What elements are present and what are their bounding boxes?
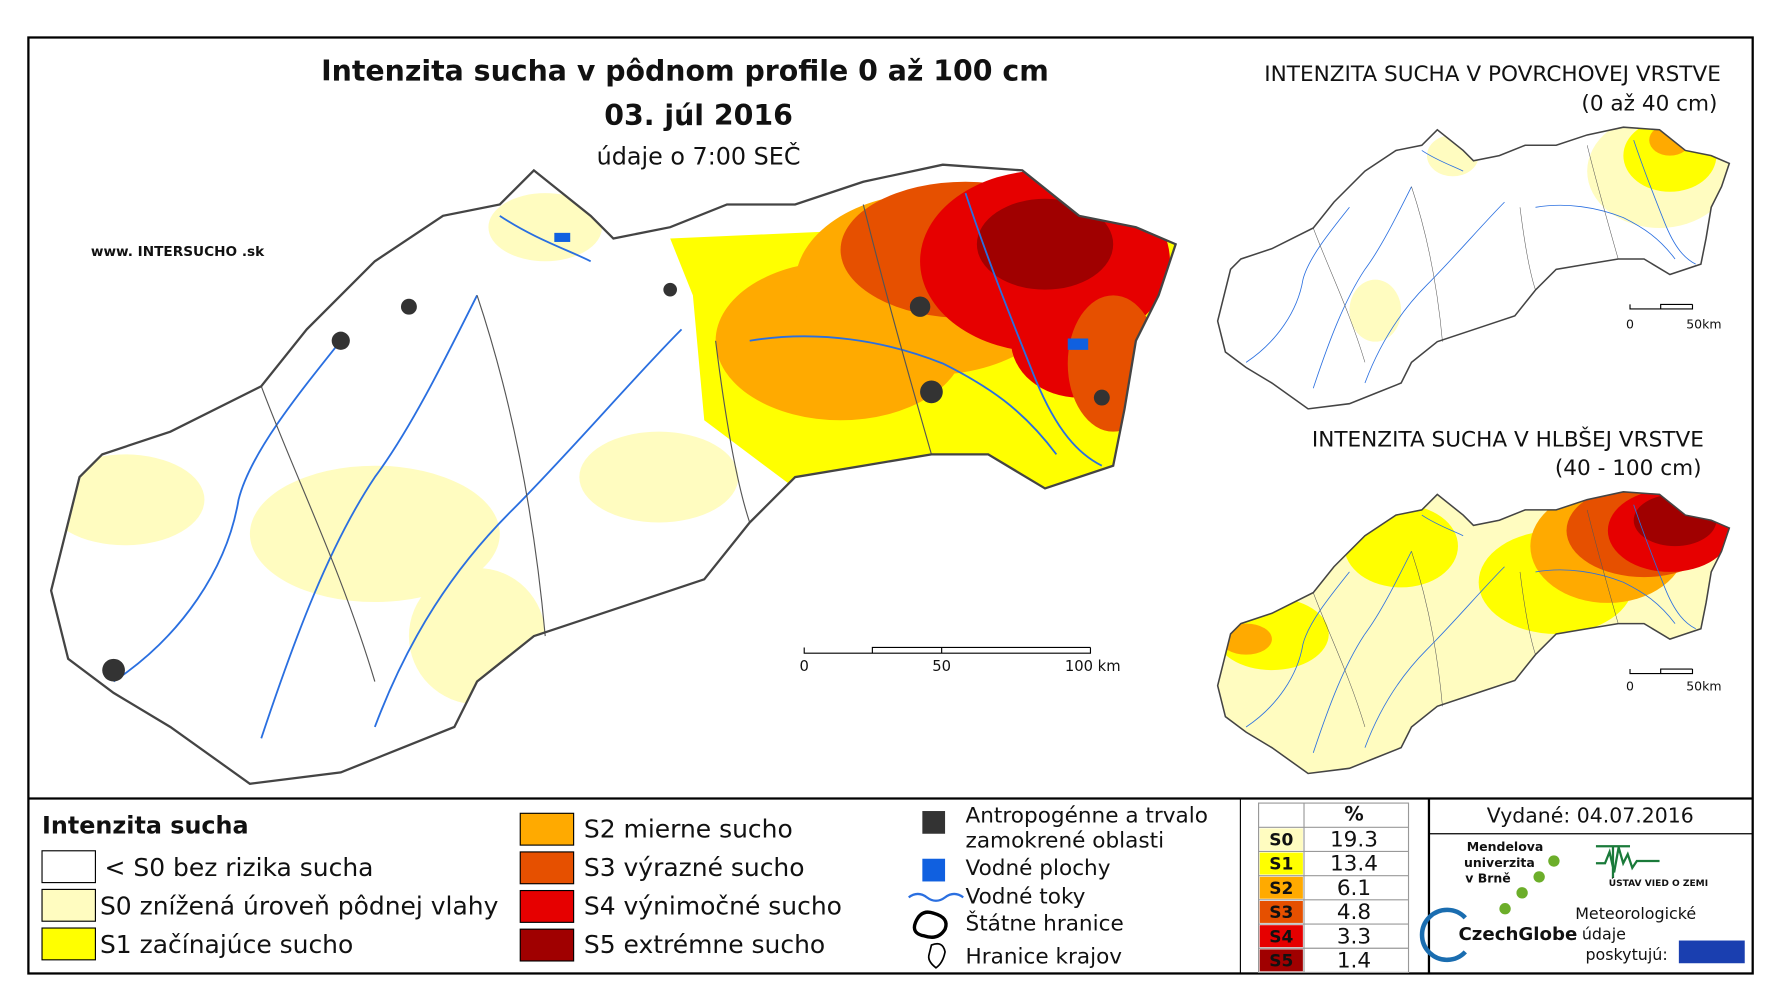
- legend-label: S1 začínajúce sucho: [100, 930, 353, 959]
- main-map: [49, 163, 1177, 785]
- feature-label: Štátne hranice: [966, 911, 1124, 937]
- feature-label: zamokrené oblasti: [966, 829, 1165, 854]
- inset-title: INTENZITA SUCHA V POVRCHOVEJ VRSTVE: [1264, 62, 1721, 87]
- scale-label: 0: [800, 658, 809, 675]
- table-code-cell: [1259, 828, 1303, 851]
- scale-label: 0: [1626, 316, 1634, 331]
- legend-label: S4 výnimočné sucho: [584, 892, 842, 921]
- legend-swatch: [519, 889, 575, 923]
- table-value: 3.3: [1337, 924, 1371, 949]
- table-header: %: [1344, 803, 1363, 826]
- logo-shmu: [1678, 940, 1745, 964]
- legend-label: S0 znížená úroveň pôdnej vlahy: [100, 892, 499, 921]
- legend-label: S5 extrémne sucho: [584, 930, 825, 959]
- icon-region: [927, 942, 946, 969]
- legend-swatch: [519, 851, 575, 885]
- scale-bar: [803, 646, 1092, 654]
- legend-label: S3 výrazné sucho: [584, 853, 805, 882]
- table-code-cell: [1259, 876, 1303, 899]
- legend-swatch: [41, 888, 96, 922]
- scale-bar: [1629, 668, 1694, 675]
- feature-label: Hranice krajov: [966, 945, 1123, 970]
- legend-swatch: [41, 927, 96, 961]
- logo-mark: [1595, 845, 1660, 879]
- table-code: S3: [1269, 903, 1293, 923]
- logo-text: v Brně: [1465, 871, 1511, 886]
- table-code: S5: [1269, 951, 1293, 971]
- table-frame: [1258, 802, 1410, 974]
- logo-dots: [1499, 855, 1560, 915]
- subtitle: údaje o 7:00 SEČ: [597, 142, 801, 170]
- table-value: 1.4: [1337, 948, 1371, 973]
- table-code-cell: [1259, 852, 1303, 875]
- table-code-cell: [1259, 949, 1303, 972]
- legend-swatch: [41, 850, 96, 884]
- scale-label: 50km: [1686, 679, 1721, 694]
- scale-label: 100 km: [1065, 658, 1121, 675]
- icon-wetland: [922, 811, 946, 834]
- feature-label: Antropogénne a trvalo: [966, 804, 1208, 829]
- table-value: 4.8: [1337, 900, 1371, 925]
- logo-text: Meteorologické: [1575, 904, 1696, 923]
- table-code: S1: [1269, 855, 1293, 875]
- logo-text: poskytujú:: [1585, 945, 1667, 964]
- inset-title: INTENZITA SUCHA V HLBŠEJ VRSTVE: [1312, 427, 1704, 453]
- logo-text: údaje: [1582, 924, 1626, 943]
- logo-arc: [1419, 907, 1467, 963]
- table-value: 6.1: [1337, 876, 1371, 901]
- legend-label: < S0 bez rizika sucha: [105, 853, 374, 882]
- inset-subtitle: (40 - 100 cm): [1555, 456, 1702, 481]
- date: 03. júl 2016: [604, 99, 793, 132]
- legend-swatch: [519, 928, 575, 962]
- legend-title: Intenzita sucha: [42, 811, 249, 839]
- feature-label: Vodné toky: [966, 884, 1086, 909]
- table-code-cell: [1259, 900, 1303, 923]
- website: www. INTERSUCHO .sk: [91, 244, 265, 260]
- issued: Vydané: 04.07.2016: [1487, 804, 1694, 828]
- table-code: S4: [1269, 927, 1293, 947]
- legend-label: S2 mierne sucho: [584, 814, 793, 843]
- logo-text: Mendelova: [1467, 839, 1544, 854]
- logo-text: CzechGlobe: [1458, 924, 1577, 945]
- scale-label: 0: [1626, 679, 1634, 694]
- table-value: 19.3: [1330, 828, 1378, 853]
- feature-label: Vodné plochy: [966, 856, 1111, 881]
- legend-swatch: [519, 812, 575, 846]
- inset-subtitle: (0 až 40 cm): [1581, 92, 1717, 117]
- scale-bar: [1629, 303, 1694, 310]
- table-code: S2: [1269, 879, 1293, 899]
- table-code: S0: [1269, 831, 1293, 851]
- logo-text: univerzita: [1464, 855, 1535, 870]
- scale-label: 50km: [1686, 316, 1721, 331]
- icon-border: [912, 910, 948, 939]
- logo-text: ÚSTAV VIED O ZEMI: [1609, 877, 1708, 889]
- title: Intenzita sucha v pôdnom profile 0 až 10…: [321, 55, 1049, 88]
- icon-water: [922, 858, 946, 882]
- table-value: 13.4: [1330, 852, 1378, 877]
- table-code-cell: [1259, 925, 1303, 948]
- icon-river: [908, 892, 964, 902]
- scale-label: 50: [932, 658, 951, 675]
